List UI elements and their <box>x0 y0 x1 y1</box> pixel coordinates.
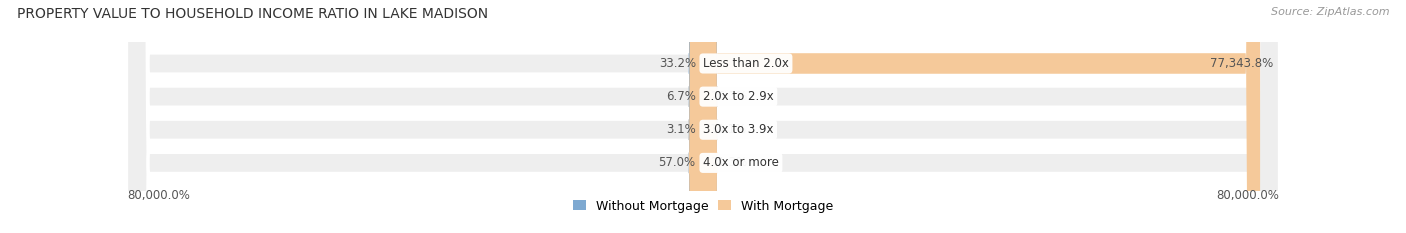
Text: 21.3%: 21.3% <box>710 156 748 169</box>
FancyBboxPatch shape <box>127 0 1279 233</box>
Text: 77,343.8%: 77,343.8% <box>1211 57 1274 70</box>
Text: 3.0x to 3.9x: 3.0x to 3.9x <box>703 123 773 136</box>
Text: 4.0x or more: 4.0x or more <box>703 156 779 169</box>
FancyBboxPatch shape <box>689 0 717 233</box>
FancyBboxPatch shape <box>689 0 717 233</box>
FancyBboxPatch shape <box>703 0 1260 233</box>
Text: 33.2%: 33.2% <box>659 57 696 70</box>
FancyBboxPatch shape <box>127 0 1279 233</box>
FancyBboxPatch shape <box>689 0 717 233</box>
FancyBboxPatch shape <box>689 0 717 233</box>
Text: PROPERTY VALUE TO HOUSEHOLD INCOME RATIO IN LAKE MADISON: PROPERTY VALUE TO HOUSEHOLD INCOME RATIO… <box>17 7 488 21</box>
Text: 2.0x to 2.9x: 2.0x to 2.9x <box>703 90 773 103</box>
FancyBboxPatch shape <box>689 0 717 233</box>
Text: 80,000.0%: 80,000.0% <box>127 189 190 202</box>
Text: 57.0%: 57.0% <box>658 156 696 169</box>
Text: Less than 2.0x: Less than 2.0x <box>703 57 789 70</box>
Text: 6.7%: 6.7% <box>666 90 696 103</box>
FancyBboxPatch shape <box>127 0 1279 233</box>
FancyBboxPatch shape <box>127 0 1279 233</box>
Text: 13.1%: 13.1% <box>710 123 747 136</box>
Text: 3.1%: 3.1% <box>666 123 696 136</box>
Text: 80,000.0%: 80,000.0% <box>1216 189 1279 202</box>
Legend: Without Mortgage, With Mortgage: Without Mortgage, With Mortgage <box>568 195 838 218</box>
FancyBboxPatch shape <box>689 0 717 233</box>
Text: 26.3%: 26.3% <box>710 90 748 103</box>
FancyBboxPatch shape <box>689 0 717 233</box>
Text: Source: ZipAtlas.com: Source: ZipAtlas.com <box>1271 7 1389 17</box>
